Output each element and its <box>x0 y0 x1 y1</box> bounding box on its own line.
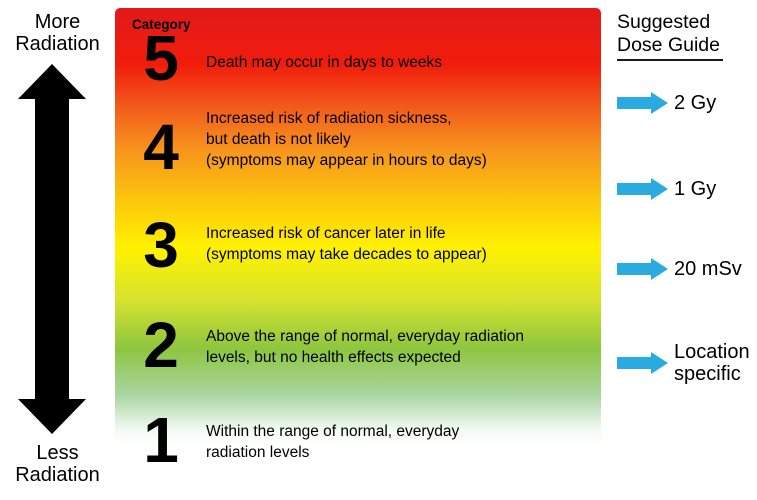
dose-label-20msv: 20 mSv <box>674 258 742 280</box>
more-radiation-label-line1: More <box>34 11 81 33</box>
category-number-2: 2 <box>143 309 179 381</box>
less-radiation-label-line1: Less <box>36 442 79 464</box>
dose-guide-item-1gy: 1 Gy <box>617 178 716 200</box>
more-radiation-label: More Radiation <box>0 11 115 55</box>
right-arrow-icon <box>617 178 668 200</box>
category-description-2: Above the range of normal, everyday radi… <box>206 326 598 368</box>
category-description-1-line2: radiation levels <box>206 444 310 461</box>
category-description-4-line3: (symptoms may appear in hours to days) <box>206 152 487 169</box>
category-description-1: Within the range of normal, everyday rad… <box>206 421 598 463</box>
right-arrow-icon <box>617 258 668 280</box>
dose-label-location-line2: specific <box>674 363 741 385</box>
category-description-2-line1: Above the range of normal, everyday radi… <box>206 328 524 345</box>
category-description-4-line2: but death is not likely <box>206 131 351 148</box>
more-radiation-label-line2: Radiation <box>15 33 100 55</box>
up-down-arrow-icon <box>18 64 86 434</box>
category-number-4: 4 <box>143 111 179 183</box>
category-description-5: Death may occur in days to weeks <box>206 52 598 73</box>
dose-guide-item-20msv: 20 mSv <box>617 258 742 280</box>
dose-label-location-line1: Location <box>674 341 750 363</box>
category-number-5: 5 <box>143 22 179 94</box>
dose-guide-underline <box>617 59 723 61</box>
category-description-4: Increased risk of radiation sickness, bu… <box>206 108 598 171</box>
category-description-4-line1: Increased risk of radiation sickness, <box>206 110 452 127</box>
right-arrow-icon <box>617 92 668 114</box>
dose-guide-title: Suggested Dose Guide <box>617 11 720 57</box>
dose-label-2gy: 2 Gy <box>674 92 717 114</box>
dose-label-1gy: 1 Gy <box>674 178 717 200</box>
radiation-scale-panel <box>115 8 601 445</box>
category-number-1: 1 <box>143 404 179 476</box>
dose-guide-title-line2: Dose Guide <box>617 34 720 56</box>
dose-guide-item-location-specific: Location specific <box>617 341 750 385</box>
right-arrow-icon <box>617 352 668 374</box>
category-description-5-line1: Death may occur in days to weeks <box>206 54 443 71</box>
less-radiation-label-line2: Radiation <box>15 464 100 486</box>
dose-guide-title-line1: Suggested <box>617 11 711 33</box>
dose-guide-item-2gy: 2 Gy <box>617 92 716 114</box>
dose-label-location-specific: Location specific <box>674 341 750 385</box>
category-number-3: 3 <box>143 209 179 281</box>
category-description-2-line2: levels, but no health effects expected <box>206 349 461 366</box>
category-description-3: Increased risk of cancer later in life (… <box>206 223 598 265</box>
less-radiation-label: Less Radiation <box>0 442 115 486</box>
category-description-1-line1: Within the range of normal, everyday <box>206 423 460 440</box>
category-header: Category <box>132 17 191 32</box>
category-description-3-line1: Increased risk of cancer later in life <box>206 225 446 242</box>
category-description-3-line2: (symptoms may take decades to appear) <box>206 246 487 263</box>
